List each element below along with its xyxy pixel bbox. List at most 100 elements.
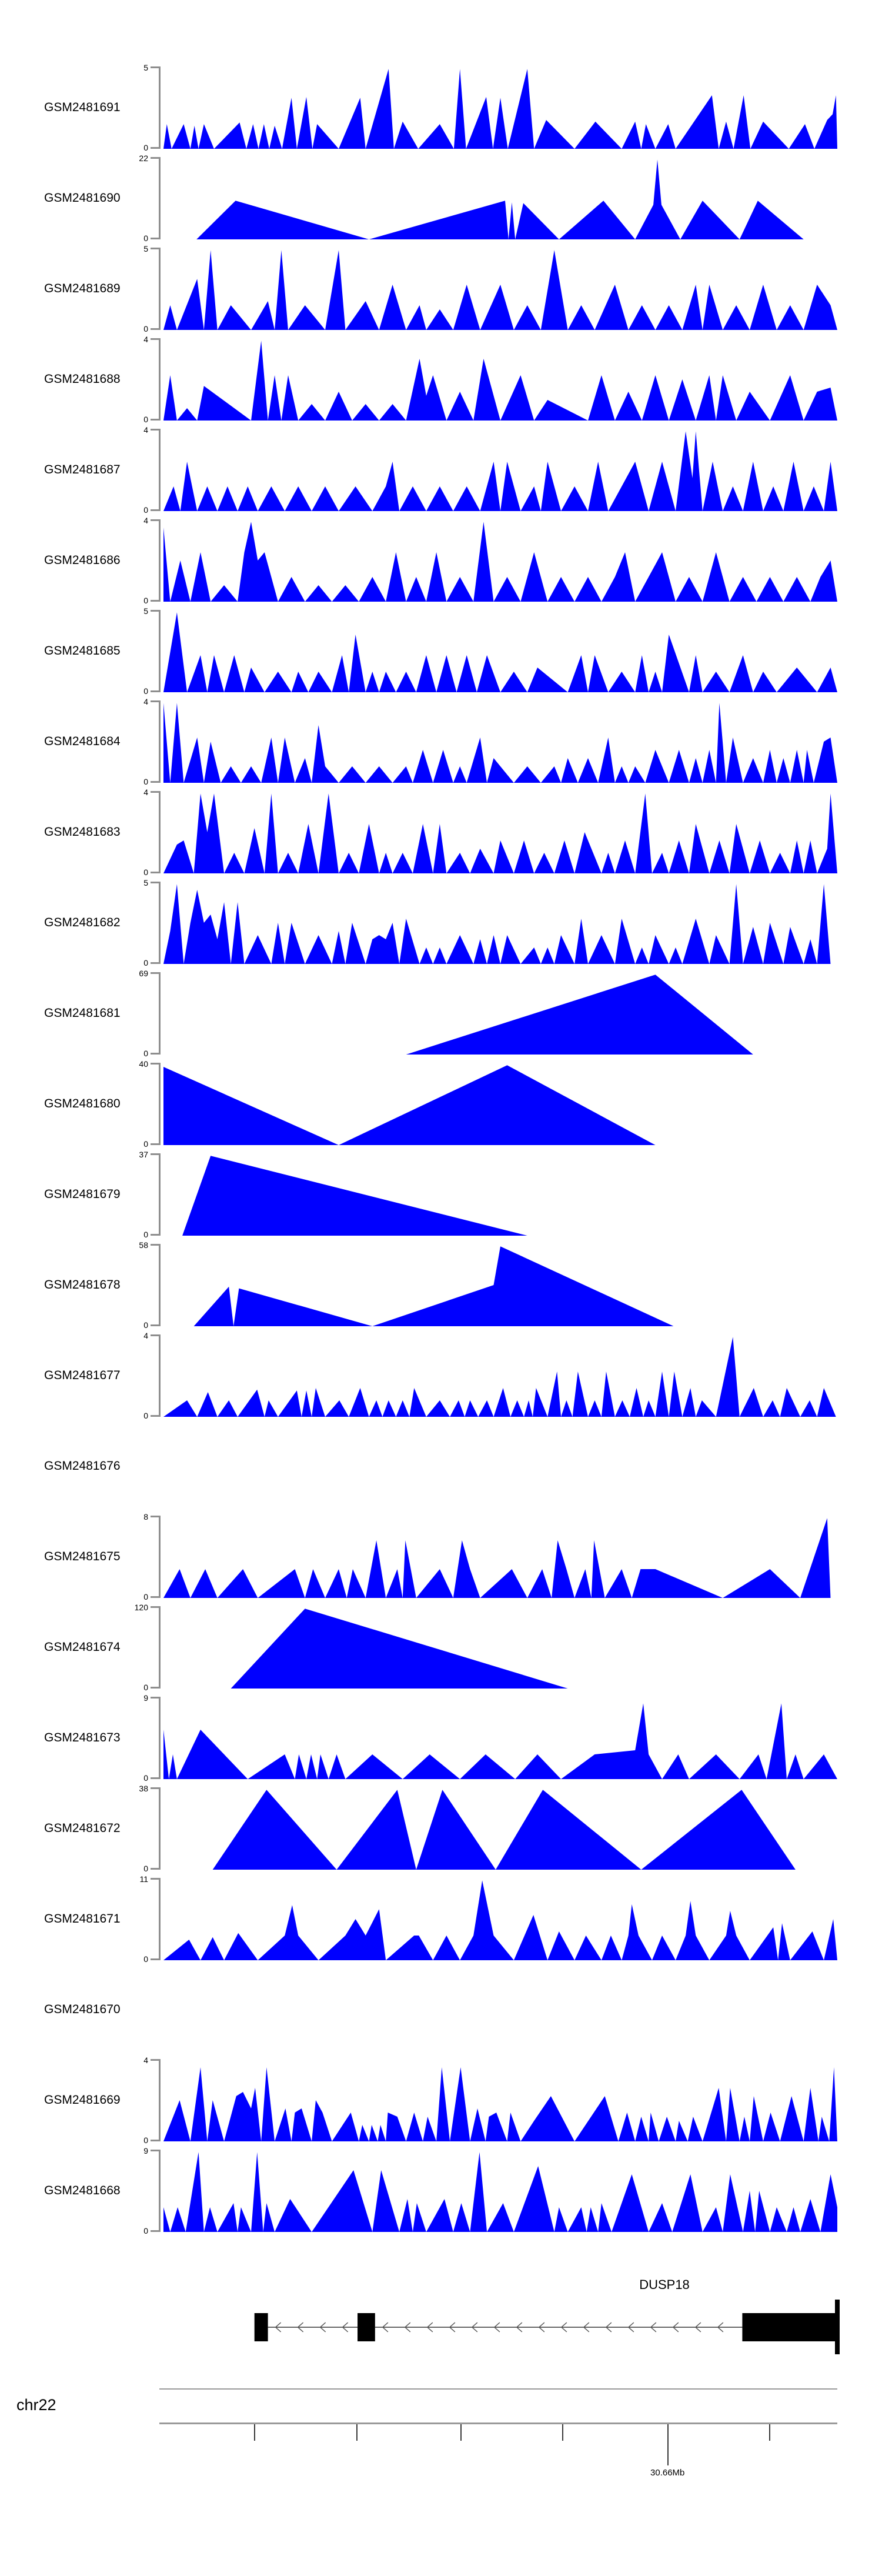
y-axis-top-tick [151, 700, 159, 702]
y-axis-bottom-tick [151, 509, 159, 511]
y-max-label: 37 [139, 1150, 148, 1159]
y-zero-label: 0 [143, 1592, 148, 1601]
y-axis-bottom-tick [151, 1958, 159, 1960]
y-axis-line [159, 1878, 161, 1960]
exon-box [742, 2313, 837, 2341]
y-axis-line [159, 882, 161, 964]
y-max-label: 69 [139, 969, 148, 978]
track-label: GSM2481670 [44, 2003, 121, 2016]
track-row-GSM2481678: GSM2481678 58 0 [0, 1240, 882, 1330]
y-axis-top-tick [151, 972, 159, 974]
y-axis-top-tick [151, 1878, 159, 1880]
track-label: GSM2481673 [44, 1731, 121, 1744]
y-max-label: 22 [139, 154, 148, 163]
y-axis-line [159, 2059, 161, 2141]
y-axis-line [159, 972, 161, 1055]
y-max-label: 9 [143, 2146, 148, 2155]
track-y-axis: 58 0 [0, 1240, 163, 1330]
y-axis-bottom-tick [151, 1868, 159, 1870]
y-zero-label: 0 [143, 1411, 148, 1420]
y-axis-line [159, 248, 161, 330]
y-max-label: 120 [134, 1603, 148, 1612]
signal-area [163, 1880, 837, 1960]
track-signal [230, 1609, 568, 1689]
y-axis-bottom-tick [151, 1324, 159, 1326]
y-max-label: 4 [143, 788, 148, 797]
y-axis-top-tick [151, 1153, 159, 1155]
track-label: GSM2481676 [44, 1459, 121, 1473]
signal-area [163, 522, 837, 602]
y-axis-top-tick [151, 1787, 159, 1789]
y-axis-top-tick [151, 248, 159, 249]
y-axis-top-tick [151, 1697, 159, 1699]
y-zero-label: 0 [143, 2226, 148, 2235]
strand-arrow-left-icon [650, 2322, 657, 2333]
y-axis-bottom-tick [151, 419, 159, 421]
track-signal [212, 1790, 796, 1870]
y-axis-top-tick [151, 157, 159, 159]
y-zero-label: 0 [143, 596, 148, 605]
track-y-axis: 22 0 [0, 154, 163, 243]
chromosome-label: chr22 [16, 2396, 56, 2414]
strand-arrow-left-icon [583, 2322, 590, 2333]
track-y-axis: 11 0 [0, 1874, 163, 1964]
signal-area [163, 2067, 837, 2141]
chromosome-line [159, 2388, 837, 2390]
track-row-GSM2481676: GSM2481676 [0, 1425, 882, 1507]
y-zero-label: 0 [143, 415, 148, 424]
track-row-GSM2481670: GSM2481670 [0, 1968, 882, 2051]
signal-area [163, 1065, 656, 1145]
signal-area [163, 612, 837, 692]
track-y-axis: 120 0 [0, 1603, 163, 1692]
signal-area [163, 431, 837, 511]
track-row-GSM2481677: GSM2481677 4 0 [0, 1331, 882, 1420]
gene-end-bar [835, 2300, 840, 2354]
y-axis-line [159, 1787, 161, 1870]
track-signal [163, 703, 837, 783]
track-row-GSM2481683: GSM2481683 4 0 [0, 788, 882, 877]
track-y-axis: 4 0 [0, 1331, 163, 1420]
track-y-axis: 8 0 [0, 1512, 163, 1601]
genome-axis-line [159, 2422, 837, 2424]
track-y-axis: 9 0 [0, 2146, 163, 2235]
strand-arrow-left-icon [319, 2322, 326, 2333]
y-axis-line [159, 1063, 161, 1145]
y-axis-top-tick [151, 1063, 159, 1065]
y-max-label: 4 [143, 1331, 148, 1340]
y-axis-bottom-tick [151, 1596, 159, 1598]
track-label: GSM2481688 [44, 372, 121, 386]
track-row-GSM2481672: GSM2481672 38 0 [0, 1784, 882, 1873]
track-signal [163, 1703, 837, 1779]
y-zero-label: 0 [143, 233, 148, 243]
y-axis-line [159, 2150, 161, 2232]
track-y-axis: 4 0 [0, 2056, 163, 2145]
y-axis-bottom-tick [151, 962, 159, 964]
y-axis-line [159, 791, 161, 873]
y-zero-label: 0 [143, 1230, 148, 1239]
track-row-GSM2481679: GSM2481679 37 0 [0, 1150, 882, 1239]
strand-arrow-left-icon [449, 2322, 456, 2333]
track-signal [163, 1518, 831, 1598]
track-row-GSM2481680: GSM2481680 40 0 [0, 1059, 882, 1149]
track-signal [163, 1880, 837, 1960]
track-y-axis: 4 0 [0, 335, 163, 424]
y-axis-top-tick [151, 66, 159, 68]
track-signal [196, 159, 804, 239]
track-row-GSM2481684: GSM2481684 4 0 [0, 697, 882, 786]
track-signal [182, 1156, 527, 1236]
strand-arrow-left-icon [538, 2322, 545, 2333]
track-row-GSM2481688: GSM2481688 4 0 [0, 335, 882, 424]
y-zero-label: 0 [143, 1320, 148, 1330]
track-row-GSM2481686: GSM2481686 4 0 [0, 516, 882, 605]
track-label: GSM2481681 [44, 1006, 121, 1020]
y-max-label: 58 [139, 1240, 148, 1250]
track-row-GSM2481689: GSM2481689 5 0 [0, 244, 882, 333]
track-label: GSM2481677 [44, 1369, 121, 1382]
signal-area [163, 69, 837, 149]
track-signal [163, 2152, 837, 2232]
track-signal [163, 793, 837, 873]
track-signal [163, 69, 837, 149]
y-zero-label: 0 [143, 1139, 148, 1149]
y-axis-top-tick [151, 429, 159, 431]
strand-arrow-left-icon [516, 2322, 523, 2333]
